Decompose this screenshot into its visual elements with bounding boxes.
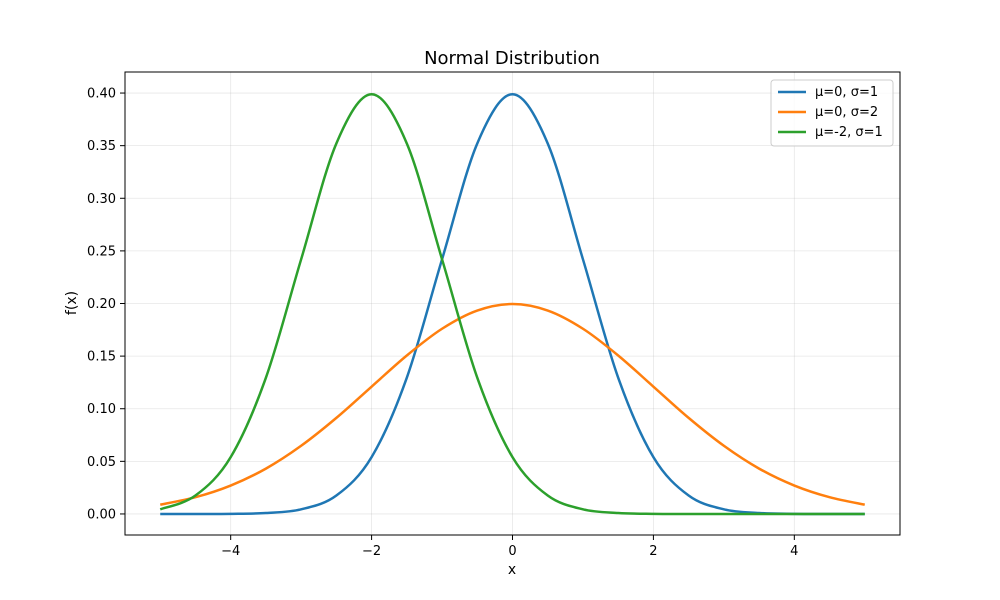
y-tick-label-2: 0.05 — [87, 455, 116, 470]
x-tick-label-1: −4 — [221, 544, 240, 559]
legend-label-2: μ=0, σ=2 — [815, 105, 878, 120]
x-tick-label-5: 4 — [790, 544, 798, 559]
y-tick-label-4: 0.15 — [87, 350, 116, 365]
y-tick-label-5: 0.20 — [87, 297, 116, 312]
legend-label-3: μ=-2, σ=1 — [815, 125, 883, 140]
x-tick-label-2: −2 — [362, 544, 381, 559]
y-tick-label-9: 0.40 — [87, 87, 116, 102]
x-axis-label: x — [508, 562, 516, 578]
y-tick-label-8: 0.35 — [87, 139, 116, 154]
series-lines — [159, 92, 866, 516]
legend: μ=0, σ=1 μ=0, σ=2 μ=-2, σ=1 — [770, 79, 894, 147]
x-tick-label-4: 2 — [649, 544, 657, 559]
x-axis-ticks: −4 −2 0 2 4 — [221, 535, 798, 559]
legend-box — [770, 79, 894, 147]
x-tick-label-3: 0 — [508, 544, 516, 559]
series-line-2 — [159, 302, 866, 506]
y-tick-label-7: 0.30 — [87, 192, 116, 207]
legend-label-1: μ=0, σ=1 — [815, 85, 878, 100]
y-tick-label-6: 0.25 — [87, 244, 116, 259]
series-line-3 — [159, 92, 865, 516]
chart-title: Normal Distribution — [424, 48, 600, 69]
y-axis-label: f(x) — [64, 291, 80, 315]
y-tick-label-3: 0.10 — [87, 402, 116, 417]
y-tick-label-1: 0.00 — [87, 507, 116, 522]
series-line-1 — [160, 92, 865, 516]
y-axis-ticks: 0.00 0.05 0.10 0.15 0.20 0.25 0.30 0.35 0.40 — [87, 87, 125, 522]
